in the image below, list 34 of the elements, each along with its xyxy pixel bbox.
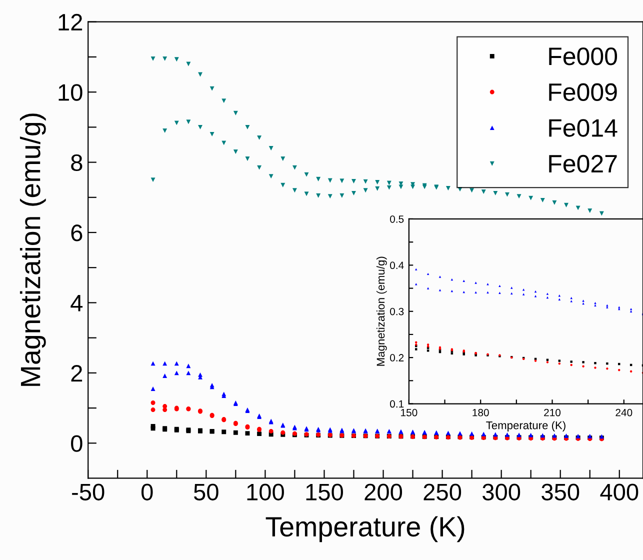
x-tick-label: 150 [306, 484, 343, 500]
legend-label: Fe009 [549, 83, 617, 102]
y-axis-title: Magnetization (emu/g) [376, 256, 387, 366]
x-axis-title: Temperature (K) [486, 421, 566, 432]
y-tick-label: 12 [58, 14, 82, 30]
y-tick-label: 0.3 [390, 308, 404, 316]
x-tick-label: 400 [600, 484, 638, 500]
x-tick-label: -50 [72, 484, 104, 500]
y-axis-title: Magnetization (emu/g) [20, 114, 46, 386]
x-tick-label: 100 [247, 484, 284, 500]
y-tick-label: 0 [71, 435, 82, 452]
x-tick-label: 240 [616, 408, 632, 416]
y-tick-label: 0.1 [390, 400, 404, 408]
x-tick-label: 200 [364, 484, 402, 500]
legend-label: Fe014 [549, 119, 618, 137]
x-tick-label: 300 [482, 484, 520, 500]
y-tick-label: 0.5 [390, 215, 404, 223]
x-tick-label: 250 [424, 484, 462, 500]
y-tick-label: 0.4 [390, 262, 404, 270]
y-tick-label: 4 [70, 295, 83, 312]
x-tick-label: 50 [194, 484, 218, 500]
x-tick-label: 150 [401, 408, 418, 416]
x-tick-label: 0 [141, 484, 153, 500]
legend-label: Fe027 [549, 154, 617, 173]
y-tick-label: 8 [71, 154, 82, 172]
x-tick-label: 350 [542, 484, 580, 500]
x-tick-label: 210 [544, 408, 561, 416]
y-tick-label: 2 [71, 364, 82, 382]
y-tick-label: 0.2 [390, 354, 404, 362]
legend-label: Fe000 [549, 48, 618, 66]
x-tick-label: 180 [472, 408, 489, 416]
y-tick-label: 6 [71, 224, 82, 242]
x-axis-title: Temperature (K) [266, 516, 464, 542]
y-tick-label: 10 [58, 84, 82, 101]
